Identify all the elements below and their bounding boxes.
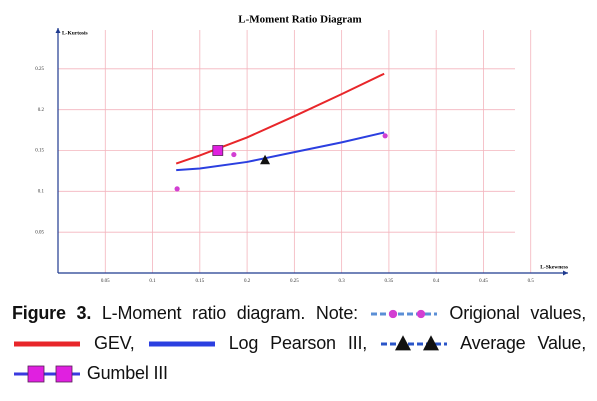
caption-label: Figure 3. [12,303,92,323]
x-tick-label: 0.1 [149,279,156,284]
legend-label: Gumbel III [86,363,168,383]
y-tick-label: 0.15 [35,149,44,154]
legend-item: GEV, [12,333,135,353]
legend-label: Average Value, [460,333,587,353]
legend-item: Origional values, [369,303,586,323]
y-tick-label: 0.2 [38,108,45,113]
axis-arrow [563,270,568,276]
point [27,365,45,383]
series-line [176,131,385,172]
x-tick-label: 0.05 [101,279,110,284]
y-tick-label: 0.05 [35,230,44,235]
x-tick-label: 0.35 [385,279,394,284]
x-axis-label: L-Skewness [540,264,568,270]
legend-icon [14,341,80,347]
legend-icon [370,310,437,319]
legend-item: Average Value, [379,333,586,353]
point [260,154,271,165]
point [231,151,237,158]
point [174,186,180,192]
x-tick-label: 0.5 [528,279,535,284]
point [388,310,397,319]
axis-arrow [55,28,61,33]
legend-label: GEV, [94,333,135,353]
legend-item: Log Pearson III, [147,333,367,353]
point [395,335,412,351]
point [382,133,388,139]
series-line [175,72,385,165]
legend-icon [14,365,80,383]
y-tick-label: 0.25 [35,67,44,72]
x-tick-label: 0.25 [290,279,299,284]
y-tick-label: 0.1 [38,189,45,194]
legend-label: Origional values, [449,303,586,323]
point [212,145,224,156]
legend-item: Gumbel III [12,363,168,383]
legend-icon [148,341,215,347]
point [423,335,440,351]
x-tick-label: 0.4 [433,279,440,284]
x-tick-label: 0.2 [244,279,251,284]
point [416,310,425,319]
legend-icon [381,335,448,351]
point [55,365,73,383]
x-tick-label: 0.3 [339,279,346,284]
x-tick-label: 0.15 [195,279,204,284]
caption: Figure 3. L-Moment ratio diagram. Note: … [12,298,586,388]
y-axis-label: L-Kurtosis [62,30,88,36]
caption-text: L-Moment ratio diagram. Note: [101,303,358,323]
x-tick-label: 0.45 [479,279,488,284]
legend-label: Log Pearson III, [228,333,368,353]
chart: L-Moment Ratio Diagram L-Kurtosis L-Skew… [35,14,568,284]
chart-title: L-Moment Ratio Diagram [238,14,361,26]
